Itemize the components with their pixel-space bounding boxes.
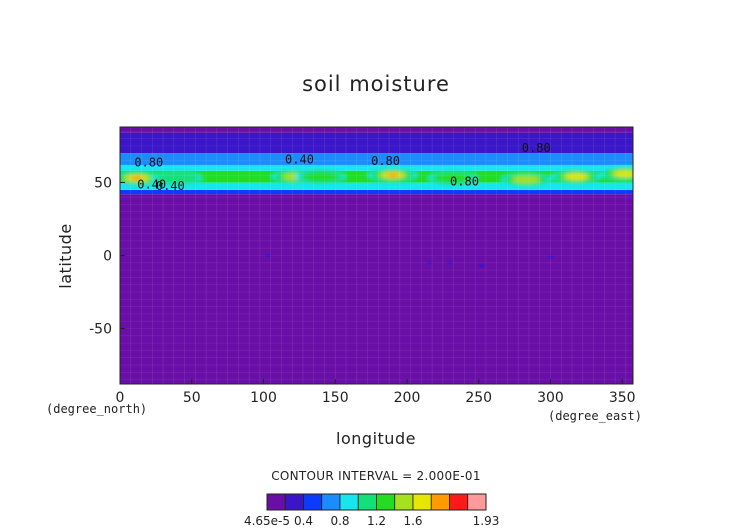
colorbar-swatch (412, 493, 432, 511)
contour-label: 0.80 (522, 141, 551, 155)
hotspot-mark (386, 173, 399, 178)
y-axis-ticks: 50 0 -50 (89, 175, 125, 338)
moisture-band (120, 164, 633, 171)
colorbar-swatch (430, 493, 450, 511)
plot-area (120, 127, 633, 384)
colorbar-labels: 4.65e-5 0.4 0.8 1.2 1.6 1.93 (244, 514, 499, 528)
contour-interval-text: CONTOUR INTERVAL = 2.000E-01 (271, 469, 481, 483)
hotspot-mark (302, 171, 339, 182)
hotspot-mark (434, 173, 471, 184)
colorbar-swatch (376, 493, 396, 511)
small-spot (447, 261, 454, 265)
colorbar-label: 1.2 (367, 514, 386, 528)
hotspot-mark (615, 170, 633, 177)
y-axis-title: latitude (56, 223, 75, 288)
colorbar (266, 493, 487, 511)
colorbar-swatch (394, 493, 414, 511)
colorbar-label: 0.4 (294, 514, 313, 528)
moisture-hotspots (120, 166, 633, 187)
hotspot-mark (131, 176, 144, 181)
x-tick-label: 300 (537, 390, 564, 406)
moisture-band (120, 153, 633, 165)
moisture-band (120, 132, 633, 154)
x-axis-ticks: 0 50 100 150 200 250 300 350 (116, 379, 636, 406)
small-spot (264, 253, 271, 258)
colorbar-swatch (339, 493, 359, 511)
x-tick-label: 100 (250, 390, 277, 406)
colorbar-swatch (357, 493, 377, 511)
x-unit-label: (degree_east) (548, 409, 642, 423)
moisture-band (120, 194, 633, 384)
contour-label: 0.40 (285, 153, 314, 167)
contour-label: 0.40 (137, 177, 166, 191)
colorbar-swatch (266, 493, 286, 511)
y-tick-label: 0 (103, 249, 112, 265)
hotspot-mark (512, 175, 541, 184)
contour-labels: 0.80 0.40 0.800.800.800.400.40 (134, 141, 550, 193)
colorbar-frame (266, 493, 487, 511)
x-tick-label: 0 (116, 390, 125, 406)
chart-title: soil moisture (302, 72, 450, 96)
colorbar-label: 0.8 (330, 514, 349, 528)
moisture-band (120, 189, 633, 195)
y-unit-label: (degree_north) (46, 402, 147, 416)
contour-label: 0.80 (134, 155, 163, 169)
x-axis-title: longitude (336, 429, 416, 448)
moisture-band (120, 182, 633, 190)
colorbar-label: 1.93 (473, 514, 500, 528)
contour-label: 0.80 (371, 154, 400, 168)
moisture-bands (120, 127, 633, 384)
x-tick-label: 250 (465, 390, 492, 406)
hotspot-mark (155, 172, 200, 185)
x-tick-label: 150 (322, 390, 349, 406)
colorbar-swatch (284, 493, 304, 511)
contour-label: 0.40 (156, 179, 185, 193)
x-tick-label: 200 (394, 390, 421, 406)
y-tick-label: 50 (94, 175, 112, 191)
small-spot (478, 264, 485, 268)
small-spot (547, 255, 554, 259)
hotspot-mark (566, 173, 587, 180)
colorbar-swatch (303, 493, 323, 511)
colorbar-swatch (449, 493, 469, 511)
y-tick-label: -50 (89, 322, 112, 338)
colorbar-label: 4.65e-5 (244, 514, 290, 528)
colorbar-label: 1.6 (403, 514, 422, 528)
moisture-small-spots (264, 253, 554, 268)
moisture-band (120, 127, 633, 133)
colorbar-swatch (467, 493, 487, 511)
colorbar-swatch (321, 493, 341, 511)
x-tick-label: 50 (183, 390, 201, 406)
small-spot (426, 261, 433, 265)
data-gridlines (120, 127, 633, 384)
contour-label: 0.80 (450, 174, 479, 188)
x-tick-label: 350 (609, 390, 636, 406)
